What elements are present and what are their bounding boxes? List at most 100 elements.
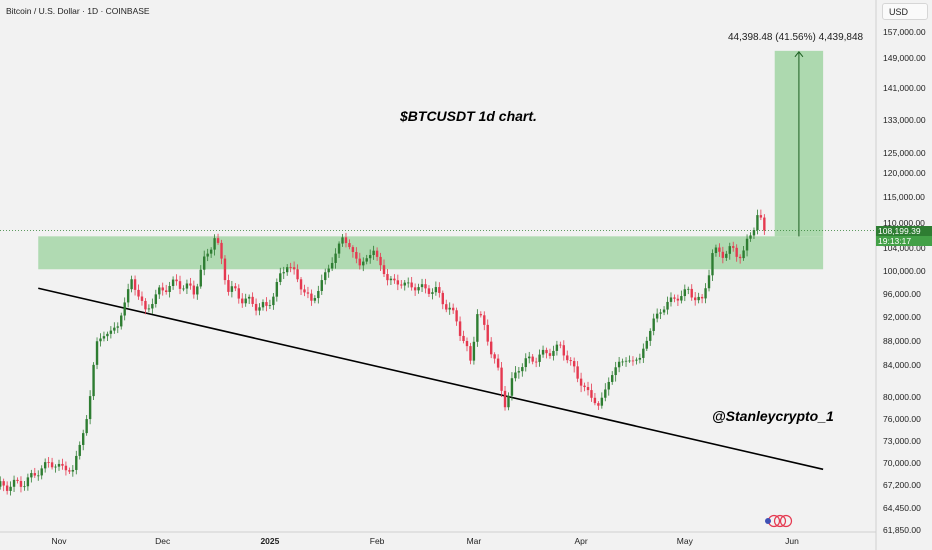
y-tick-label: 133,000.00 — [883, 115, 926, 125]
y-tick-label: 125,000.00 — [883, 148, 926, 158]
candle-body — [12, 479, 16, 487]
candle-body — [441, 292, 444, 305]
candle-body — [738, 256, 742, 259]
candle-body — [438, 287, 441, 293]
y-tick-label: 104,000.00 — [883, 243, 926, 253]
candle-body — [472, 341, 476, 361]
candle-body — [586, 387, 590, 391]
candle-body — [348, 243, 351, 248]
resistance-zone — [38, 236, 824, 270]
candle-body — [514, 372, 517, 379]
candle-body — [451, 307, 455, 311]
candle-body — [16, 479, 19, 481]
candle-body — [548, 353, 552, 356]
candle-body — [306, 292, 310, 294]
candle-body — [486, 324, 489, 342]
y-tick-label: 88,000.00 — [883, 336, 921, 346]
candle-body — [635, 359, 638, 361]
candle-body — [521, 367, 524, 372]
candle-body — [500, 367, 503, 391]
candle-body — [324, 272, 327, 281]
candle-body — [268, 305, 272, 306]
candle-body — [310, 293, 313, 301]
candle-body — [624, 360, 628, 362]
candle-body — [282, 272, 285, 274]
candle-body — [572, 361, 576, 367]
candle-body — [576, 366, 579, 379]
candle-body — [241, 298, 244, 304]
candle-body — [109, 330, 113, 334]
x-tick-label: 2025 — [260, 536, 279, 546]
candle-body — [37, 475, 40, 477]
candle-body — [26, 477, 30, 487]
candle-body — [206, 253, 209, 257]
candle-body — [528, 356, 531, 359]
candle-body — [54, 466, 57, 468]
candle-body — [469, 346, 472, 361]
candle-body — [175, 279, 178, 282]
candle-body — [541, 349, 545, 355]
candle-body — [120, 315, 123, 327]
y-tick-label: 70,000.00 — [883, 458, 921, 468]
candle-body — [455, 310, 458, 322]
candle-body — [64, 465, 68, 471]
candle-body — [749, 235, 752, 239]
y-tick-label: 149,000.00 — [883, 53, 926, 63]
candle-body — [704, 288, 707, 299]
candle-body — [718, 247, 721, 252]
candle-body — [489, 341, 493, 355]
candle-body — [102, 336, 106, 339]
candle-body — [700, 296, 704, 299]
candle-body — [458, 321, 462, 336]
candle-body — [303, 289, 306, 293]
candle-body — [192, 285, 196, 295]
candle-body — [247, 296, 251, 299]
x-tick-label: Jun — [785, 536, 799, 546]
candle-body — [759, 215, 763, 218]
y-tick-label: 61,850.00 — [883, 525, 921, 535]
candle-body — [493, 354, 496, 359]
candle-body — [403, 282, 406, 286]
candle-body — [358, 258, 362, 266]
candle-body — [434, 287, 438, 293]
candle-body — [642, 348, 645, 358]
candle-body — [666, 301, 669, 310]
candle-body — [562, 345, 566, 356]
candle-body — [334, 253, 337, 263]
candle-body — [690, 288, 693, 298]
candle-body — [5, 485, 9, 491]
candle-body — [258, 307, 261, 311]
candle-body — [545, 349, 548, 354]
candle-body — [714, 247, 718, 254]
candle-body — [524, 358, 527, 368]
candle-body — [50, 462, 54, 468]
candle-body — [593, 397, 597, 404]
candle-body — [483, 315, 486, 325]
candle-body — [23, 486, 26, 488]
candle-body — [285, 267, 289, 273]
x-tick-label: Apr — [574, 536, 587, 546]
candle-body — [337, 243, 341, 254]
candle-body — [410, 282, 413, 288]
candle-body — [279, 273, 282, 282]
candle-body — [230, 286, 234, 292]
y-tick-label: 141,000.00 — [883, 83, 926, 93]
y-tick-label: 120,000.00 — [883, 168, 926, 178]
candle-body — [43, 462, 47, 469]
candle-body — [171, 279, 175, 287]
candle-body — [299, 279, 303, 290]
candle-body — [92, 364, 95, 397]
candle-body — [382, 265, 386, 275]
currency-button[interactable]: USD — [882, 3, 928, 20]
candle-body — [362, 261, 365, 266]
candle-body — [396, 280, 400, 285]
countdown-tag: 19:13:17 — [876, 236, 932, 246]
candle-body — [680, 296, 683, 301]
candle-body — [476, 314, 479, 342]
candle-body — [590, 390, 593, 398]
x-tick-label: Mar — [467, 536, 482, 546]
candle-body — [597, 403, 600, 406]
candle-body — [168, 286, 171, 292]
